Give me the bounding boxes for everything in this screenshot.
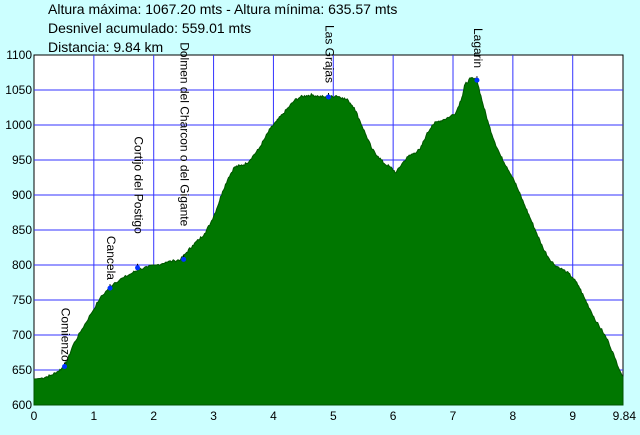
y-axis-ticks: 600 650 700 750 800 850 900 950 1000 1050 1100 — [5, 48, 32, 412]
waypoint-marker — [326, 94, 331, 100]
y-tick-label: 950 — [12, 153, 32, 167]
waypoint-label: Cortijo del Postigo — [132, 136, 146, 234]
x-tick-label: 2 — [150, 409, 157, 423]
y-tick-label: 800 — [12, 258, 32, 272]
waypoint-marker — [474, 77, 480, 83]
x-tick-label: 9 — [569, 409, 576, 423]
distance-text: Distancia: 9.84 km — [48, 39, 164, 55]
x-tick-label: 9.84 — [613, 409, 637, 423]
waypoint-label: Lagarin — [471, 28, 485, 68]
waypoint-marker — [135, 265, 141, 271]
waypoint-marker — [107, 285, 113, 291]
x-axis-ticks: 0 1 2 3 4 5 6 7 8 9 9.84 — [31, 409, 637, 423]
x-tick-label: 3 — [210, 409, 217, 423]
y-tick-label: 900 — [12, 188, 32, 202]
y-tick-label: 750 — [12, 293, 32, 307]
waypoint-label: Dolmen del Charcon o del Gigante — [178, 42, 192, 226]
x-tick-label: 4 — [270, 409, 277, 423]
x-tick-label: 1 — [91, 409, 98, 423]
y-tick-label: 1100 — [6, 48, 32, 62]
elevation-area — [33, 76, 624, 406]
altitude-range-text: Altura máxima: 1067.20 mts - Altura míni… — [48, 1, 398, 17]
waypoint-label: Cancela — [104, 236, 118, 280]
y-tick-label: 850 — [12, 223, 32, 237]
y-tick-label: 1000 — [5, 118, 32, 132]
route-stats: Altura máxima: 1067.20 mts - Altura míni… — [48, 0, 397, 57]
x-tick-label: 5 — [330, 409, 337, 423]
x-tick-label: 8 — [510, 409, 517, 423]
y-tick-label: 1050 — [5, 83, 32, 97]
waypoints: Comienzo Cancela Cortijo del Postigo Dolmen… — [59, 25, 485, 369]
x-tick-label: 6 — [390, 409, 397, 423]
waypoint-label: Comienzo — [59, 308, 73, 362]
x-tick-label: 0 — [31, 409, 38, 423]
cumulative-elevation-text: Desnivel acumulado: 559.01 mts — [48, 20, 252, 36]
waypoint-marker — [62, 364, 68, 369]
y-tick-label: 700 — [12, 328, 32, 342]
waypoint-label: Las Grajas — [323, 25, 337, 83]
y-tick-label: 600 — [12, 398, 32, 412]
x-tick-label: 7 — [450, 409, 457, 423]
waypoint-marker — [181, 256, 187, 262]
y-tick-label: 650 — [12, 363, 32, 377]
